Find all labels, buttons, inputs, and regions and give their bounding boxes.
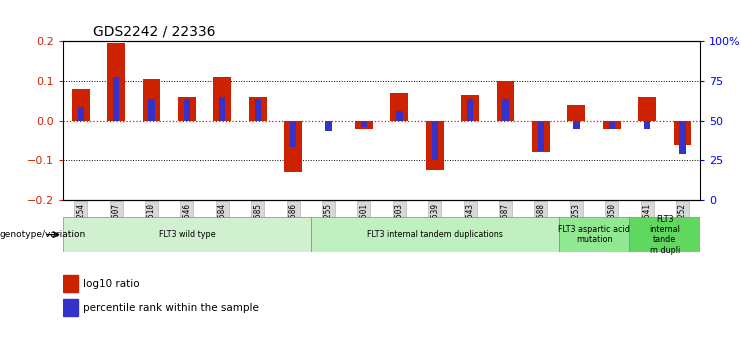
Text: log10 ratio: log10 ratio bbox=[84, 279, 140, 289]
Text: FLT3 internal tandem duplications: FLT3 internal tandem duplications bbox=[367, 230, 502, 239]
Bar bbox=[502, 99, 509, 121]
FancyBboxPatch shape bbox=[629, 217, 700, 252]
Bar bbox=[107, 43, 125, 121]
Bar bbox=[396, 111, 402, 121]
Bar bbox=[72, 89, 90, 121]
Bar bbox=[391, 93, 408, 121]
Bar bbox=[573, 121, 579, 129]
Bar bbox=[290, 121, 296, 147]
Bar bbox=[249, 97, 267, 121]
Bar bbox=[178, 97, 196, 121]
Bar bbox=[568, 105, 585, 121]
Bar bbox=[538, 121, 544, 150]
Bar bbox=[467, 99, 473, 121]
Text: GDS2242 / 22336: GDS2242 / 22336 bbox=[93, 24, 215, 38]
Bar bbox=[426, 121, 444, 170]
Text: FLT3
internal
tande
m dupli: FLT3 internal tande m dupli bbox=[649, 215, 680, 255]
Bar bbox=[142, 79, 160, 121]
Bar bbox=[63, 275, 78, 292]
Bar bbox=[113, 77, 119, 121]
Text: FLT3 aspartic acid
mutation: FLT3 aspartic acid mutation bbox=[558, 225, 630, 244]
Bar bbox=[532, 121, 550, 152]
Bar bbox=[285, 121, 302, 172]
Bar bbox=[219, 97, 225, 121]
FancyBboxPatch shape bbox=[559, 217, 629, 252]
Bar bbox=[644, 121, 651, 129]
Text: percentile rank within the sample: percentile rank within the sample bbox=[84, 303, 259, 313]
Bar bbox=[679, 121, 685, 155]
Bar bbox=[148, 99, 155, 121]
Bar bbox=[213, 77, 231, 121]
Bar bbox=[431, 121, 438, 160]
Bar bbox=[496, 81, 514, 121]
Bar bbox=[78, 107, 84, 121]
Bar bbox=[184, 99, 190, 121]
Bar bbox=[608, 121, 615, 129]
Bar bbox=[254, 99, 261, 121]
Bar bbox=[603, 121, 620, 129]
FancyBboxPatch shape bbox=[310, 217, 559, 252]
Bar bbox=[638, 97, 656, 121]
Bar bbox=[361, 121, 367, 127]
Bar bbox=[325, 121, 332, 131]
Bar bbox=[461, 95, 479, 121]
Text: FLT3 wild type: FLT3 wild type bbox=[159, 230, 215, 239]
FancyBboxPatch shape bbox=[63, 217, 310, 252]
Bar bbox=[63, 299, 78, 316]
Text: genotype/variation: genotype/variation bbox=[0, 230, 86, 239]
Bar bbox=[355, 121, 373, 129]
Bar bbox=[674, 121, 691, 145]
